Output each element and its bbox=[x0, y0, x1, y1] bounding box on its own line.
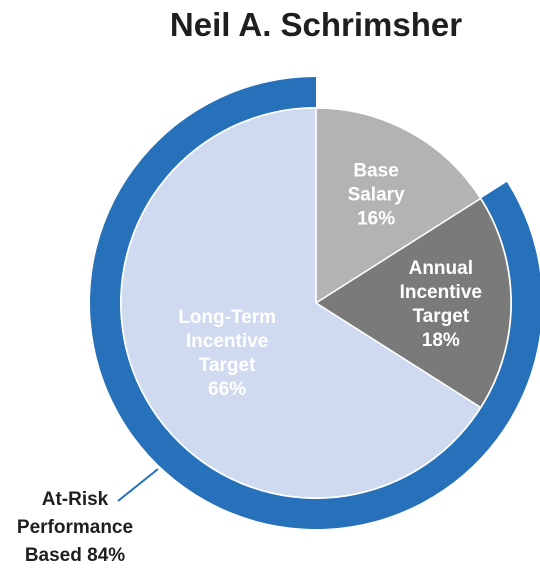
ring-label: At-Risk Performance Based 84% bbox=[17, 489, 133, 566]
slice-label-line: Salary bbox=[348, 185, 405, 206]
slice-label-line: Base bbox=[353, 161, 398, 182]
ring-label-line: At-Risk bbox=[42, 489, 109, 510]
slice-label: Long-Term Incentive Target 66% bbox=[178, 307, 276, 400]
slice-label-line: 66% bbox=[208, 379, 246, 400]
pie-slice bbox=[120, 107, 482, 499]
pie-slice bbox=[315, 107, 482, 305]
chart-title: Neil A. Schrimsher bbox=[170, 6, 462, 43]
slice-label-line: Long-Term bbox=[178, 307, 276, 328]
ring-leader-line bbox=[117, 468, 159, 502]
slice-label: Annual Incentive Target 18% bbox=[400, 258, 482, 351]
slice-label-line: Target bbox=[412, 306, 469, 327]
slice-label-line: Target bbox=[199, 355, 256, 376]
slice-label-line: Incentive bbox=[400, 282, 482, 303]
ring-label-line: Based 84% bbox=[25, 545, 125, 566]
ring-label-line: Performance bbox=[17, 517, 133, 538]
slice-label-line: 16% bbox=[357, 209, 395, 230]
pie-slice bbox=[314, 197, 512, 409]
slice-label-line: Annual bbox=[409, 258, 473, 279]
pie-slices bbox=[120, 107, 512, 499]
slice-label: Base Salary 16% bbox=[348, 161, 405, 230]
slice-labels: Base Salary 16% Annual Incentive Target 18% Lon… bbox=[178, 161, 482, 400]
slice-label-line: Incentive bbox=[186, 331, 268, 352]
slice-label-line: 18% bbox=[422, 330, 460, 351]
